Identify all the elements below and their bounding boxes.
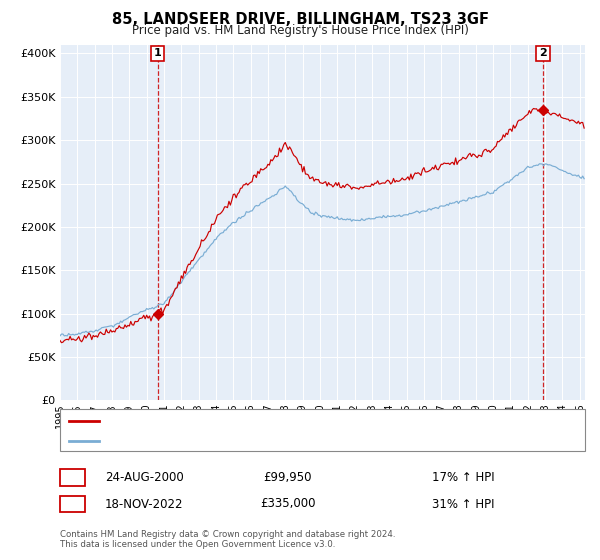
- Text: 85, LANDSEER DRIVE, BILLINGHAM, TS23 3GF: 85, LANDSEER DRIVE, BILLINGHAM, TS23 3GF: [112, 12, 488, 27]
- Text: 18-NOV-2022: 18-NOV-2022: [105, 497, 184, 511]
- Text: £335,000: £335,000: [260, 497, 316, 511]
- Text: 1: 1: [68, 470, 77, 484]
- Text: 2: 2: [539, 49, 547, 58]
- Text: 24-AUG-2000: 24-AUG-2000: [105, 470, 184, 484]
- Text: 31% ↑ HPI: 31% ↑ HPI: [432, 497, 494, 511]
- Text: Contains HM Land Registry data © Crown copyright and database right 2024.: Contains HM Land Registry data © Crown c…: [60, 530, 395, 539]
- Text: HPI: Average price, detached house, Stockton-on-Tees: HPI: Average price, detached house, Stoc…: [105, 436, 386, 446]
- Text: 1: 1: [154, 49, 162, 58]
- Text: Price paid vs. HM Land Registry's House Price Index (HPI): Price paid vs. HM Land Registry's House …: [131, 24, 469, 36]
- Text: 85, LANDSEER DRIVE, BILLINGHAM, TS23 3GF (detached house): 85, LANDSEER DRIVE, BILLINGHAM, TS23 3GF…: [105, 416, 438, 426]
- Text: 2: 2: [68, 497, 77, 511]
- Text: £99,950: £99,950: [264, 470, 312, 484]
- Text: This data is licensed under the Open Government Licence v3.0.: This data is licensed under the Open Gov…: [60, 540, 335, 549]
- Text: 17% ↑ HPI: 17% ↑ HPI: [432, 470, 494, 484]
